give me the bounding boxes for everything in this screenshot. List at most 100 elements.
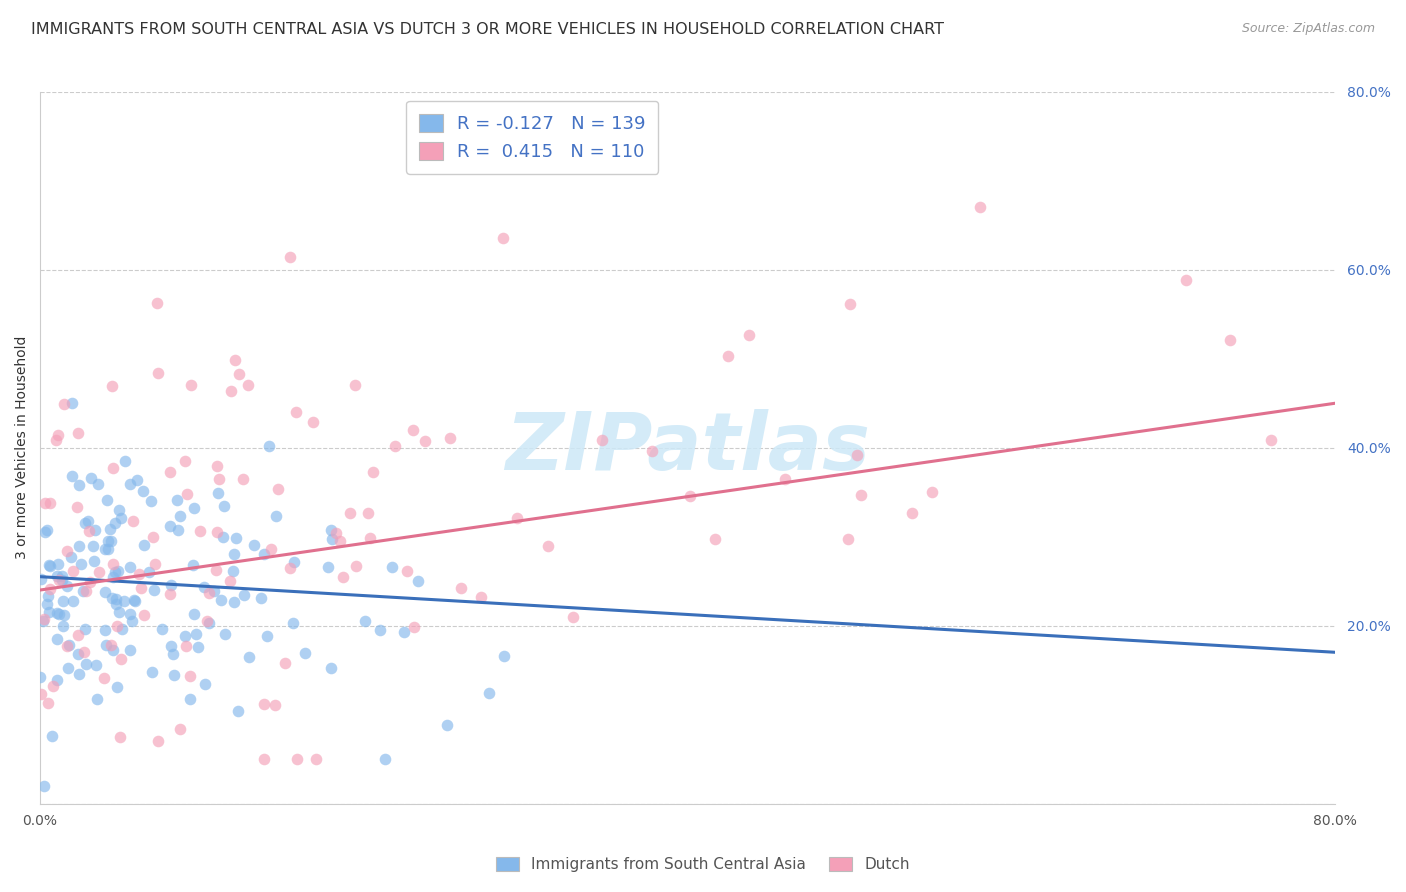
Point [32, 614, 55, 628]
Point [169, 722, 191, 736]
Point [75, 583, 97, 598]
Point [492, 231, 515, 245]
Point [232, 472, 254, 486]
Point [561, 610, 583, 624]
Point [195, 615, 218, 629]
Point [60, 469, 83, 483]
Point [134, 608, 156, 623]
Point [73, 516, 96, 530]
Point [67, 540, 90, 554]
Point [72, 583, 94, 598]
Point [30, 572, 52, 586]
Point [32, 779, 55, 793]
Point [1218, 333, 1240, 347]
Point [253, 547, 276, 561]
Point [176, 486, 198, 500]
Text: Source: ZipAtlas.com: Source: ZipAtlas.com [1241, 22, 1375, 36]
Point [35, 597, 58, 611]
Point [38, 496, 60, 510]
Point [219, 574, 242, 588]
Point [368, 623, 391, 637]
Point [159, 519, 181, 533]
Point [84, 657, 107, 672]
Point [921, 484, 943, 499]
Point [325, 525, 347, 540]
Point [321, 661, 343, 675]
Point [34, 496, 56, 510]
Point [163, 668, 186, 682]
Point [104, 516, 127, 531]
Point [591, 433, 613, 447]
Point [110, 730, 132, 744]
Point [228, 367, 250, 381]
Point [105, 680, 128, 694]
Point [278, 250, 301, 264]
Point [104, 591, 127, 606]
Point [294, 646, 316, 660]
Point [89, 565, 111, 579]
Point [202, 584, 225, 599]
Point [402, 423, 425, 437]
Point [55, 639, 77, 653]
Point [101, 557, 124, 571]
Point [67, 667, 90, 681]
Point [717, 350, 740, 364]
Point [316, 560, 339, 574]
Point [167, 524, 190, 538]
Point [1174, 273, 1197, 287]
Point [93, 671, 115, 685]
Point [142, 583, 165, 598]
Point [52, 618, 75, 632]
Point [101, 642, 124, 657]
Point [46, 557, 69, 571]
Point [104, 597, 127, 611]
Point [146, 295, 169, 310]
Point [30, 687, 52, 701]
Point [76, 514, 98, 528]
Point [180, 378, 202, 392]
Point [97, 534, 120, 549]
Point [138, 566, 160, 580]
Point [67, 477, 90, 491]
Point [159, 639, 181, 653]
Point [107, 564, 129, 578]
Point [39, 582, 62, 596]
Point [506, 510, 529, 524]
Point [62, 564, 84, 578]
Point [450, 582, 472, 596]
Legend: R = -0.127   N = 139, R =  0.415   N = 110: R = -0.127 N = 139, R = 0.415 N = 110 [406, 101, 658, 174]
Point [120, 560, 142, 574]
Point [359, 532, 381, 546]
Point [381, 560, 404, 574]
Point [75, 657, 97, 671]
Point [901, 506, 924, 520]
Point [212, 530, 235, 544]
Point [225, 531, 247, 545]
Point [263, 698, 285, 713]
Y-axis label: 3 or more Vehicles in Household: 3 or more Vehicles in Household [15, 336, 30, 559]
Point [214, 627, 236, 641]
Point [121, 614, 143, 628]
Point [305, 752, 328, 766]
Point [53, 397, 76, 411]
Point [94, 541, 117, 556]
Point [224, 353, 246, 368]
Point [35, 524, 58, 538]
Point [103, 570, 125, 584]
Point [37, 589, 59, 603]
Point [48, 573, 70, 587]
Point [478, 686, 501, 700]
Point [83, 554, 105, 568]
Point [363, 465, 385, 479]
Point [641, 444, 664, 458]
Point [704, 532, 727, 546]
Point [969, 200, 991, 214]
Point [38, 605, 60, 619]
Point [107, 503, 129, 517]
Point [60, 396, 83, 410]
Point [37, 696, 59, 710]
Point [174, 453, 197, 467]
Point [143, 558, 166, 572]
Point [738, 327, 761, 342]
Point [396, 564, 419, 578]
